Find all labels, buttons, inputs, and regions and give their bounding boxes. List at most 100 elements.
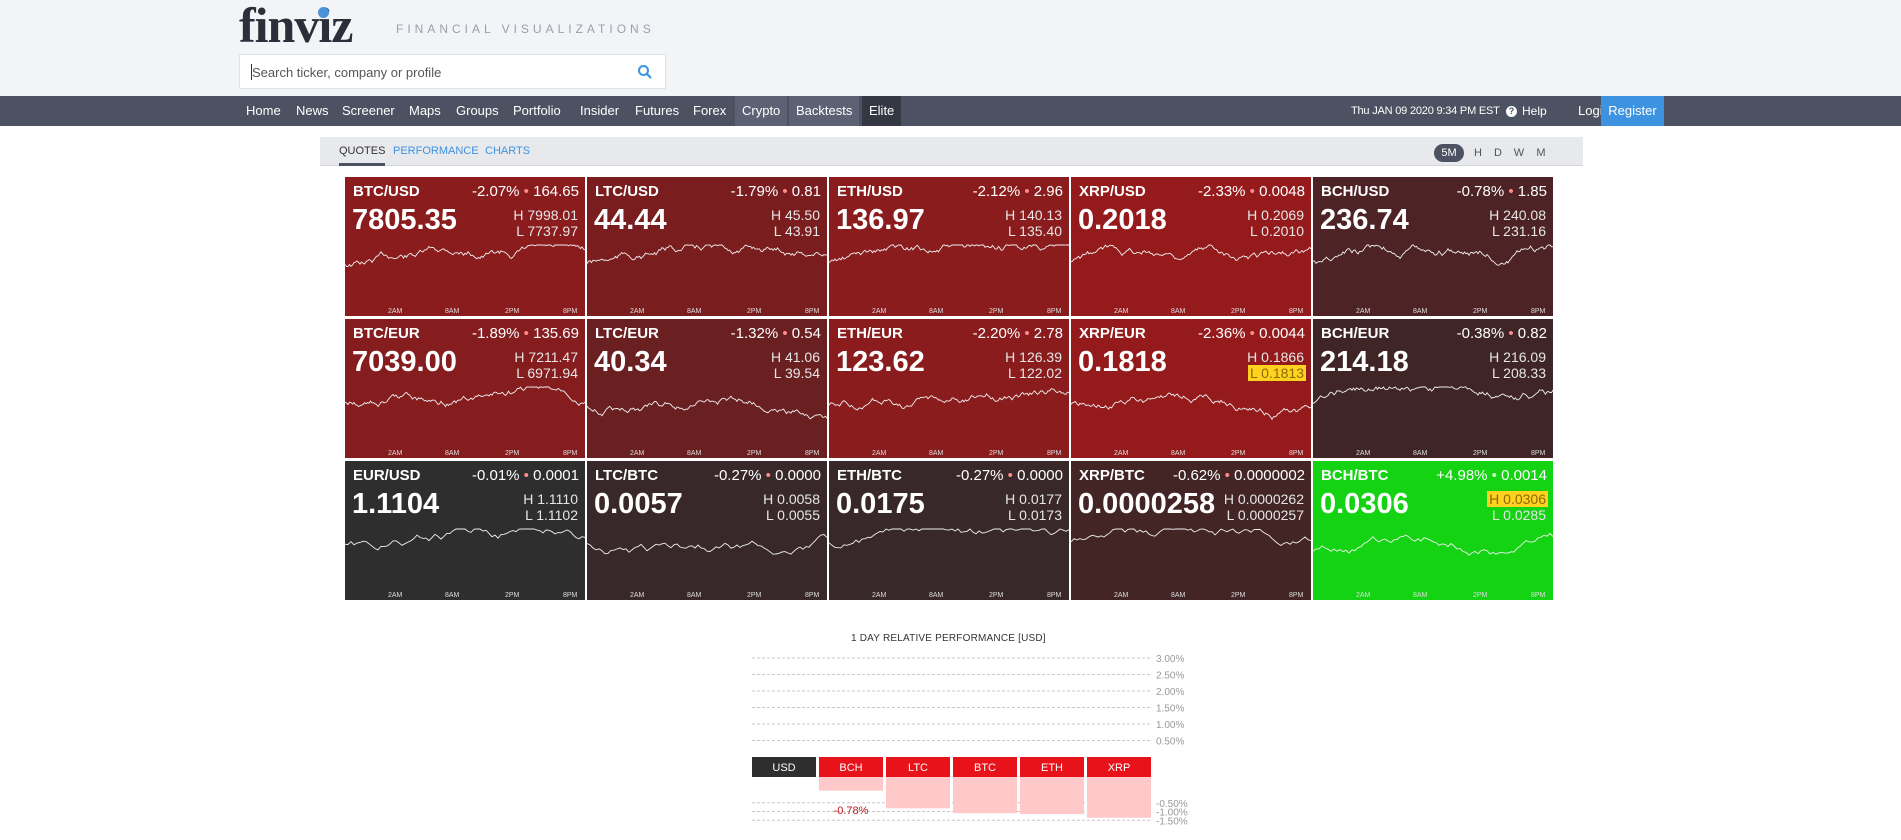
tile-time-tick: 2PM [505, 592, 520, 599]
tile-sparkline [587, 244, 827, 264]
category-header-cell [1020, 757, 1084, 777]
quote-tile[interactable]: LTC/EUR -1.32% • 0.54 40.34 H 41.06 L 39.54 2… [587, 319, 827, 458]
tile-change: -0.27% • 0.0000 [955, 467, 1063, 484]
y-tick-label: 1.00% [1156, 720, 1184, 731]
nav-maps[interactable]: Maps [409, 103, 441, 118]
quote-tile[interactable]: ETH/BTC -0.27% • 0.0000 0.0175 H 0.0177 L 0.… [829, 461, 1069, 600]
quote-tile[interactable]: BTC/USD -2.07% • 164.65 7805.35 H 7998.01 L … [345, 177, 585, 316]
tile-low: L 43.91 [773, 223, 820, 239]
tile-price: 136.97 [836, 204, 925, 236]
nav-elite[interactable]: Elite [862, 96, 902, 126]
tile-change: -0.01% • 0.0001 [471, 467, 579, 484]
quote-tile[interactable]: BCH/EUR -0.38% • 0.82 214.18 H 216.09 L 208.… [1313, 319, 1553, 458]
tile-sparkline [1071, 244, 1311, 263]
quote-tile[interactable]: ETH/EUR -2.20% • 2.78 123.62 H 126.39 L 122.… [829, 319, 1069, 458]
timeframe-5m[interactable]: 5M [1434, 144, 1464, 162]
tile-time-tick: 2AM [388, 450, 403, 457]
tile-time-tick: 2AM [872, 450, 887, 457]
nav-forex[interactable]: Forex [693, 103, 727, 118]
tile-time-tick: 8AM [687, 450, 702, 457]
nav-futures[interactable]: Futures [635, 103, 680, 118]
tile-time-tick: 2AM [630, 308, 645, 315]
nav-portfolio[interactable]: Portfolio [513, 103, 561, 118]
tile-low: L 0.1813 [1248, 365, 1306, 381]
tile-symbol: BCH/USD [1321, 183, 1390, 200]
tile-sparkline [1313, 244, 1553, 266]
tile-time-tick: 2AM [872, 308, 887, 315]
tab-performance[interactable]: PERFORMANCE [393, 145, 479, 157]
tile-high: H 7211.47 [514, 349, 578, 365]
tile-symbol: XRP/EUR [1079, 325, 1146, 342]
timeframe-m[interactable]: M [1536, 147, 1546, 159]
quote-tile[interactable]: XRP/EUR -2.36% • 0.0044 0.1818 H 0.1866 L 0.… [1071, 319, 1311, 458]
search-input[interactable]: Search ticker, company or profile [239, 54, 666, 89]
tile-time-tick: 2AM [1114, 450, 1129, 457]
tile-symbol: BCH/BTC [1321, 467, 1389, 484]
tile-change: -0.38% • 0.82 [1456, 325, 1547, 342]
tile-price: 214.18 [1320, 346, 1409, 378]
quote-tile[interactable]: EUR/USD -0.01% • 0.0001 1.1104 H 1.1110 L 1.… [345, 461, 585, 600]
quote-tile[interactable]: LTC/BTC -0.27% • 0.0000 0.0057 H 0.0058 L 0.… [587, 461, 827, 600]
sparkline-path [829, 388, 1069, 411]
tile-time-tick: 8PM [1531, 592, 1546, 599]
tile-change: -2.20% • 2.78 [972, 325, 1063, 342]
tile-time-tick: 2PM [989, 450, 1004, 457]
tile-high: H 0.0058 [763, 491, 820, 507]
tile-price: 0.0000258 [1078, 488, 1216, 520]
nav-screener[interactable]: Screener [342, 103, 395, 118]
tile-low: L 0.0000257 [1226, 507, 1304, 523]
tab-charts[interactable]: CHARTS [485, 145, 531, 157]
tile-time-tick: 8AM [687, 308, 702, 315]
tile-symbol: ETH/EUR [837, 325, 903, 342]
nav-crypto[interactable]: Crypto [735, 96, 788, 126]
tile-time-tick: 2AM [1356, 308, 1371, 315]
timeframe-d[interactable]: D [1494, 147, 1502, 159]
tile-low: L 7737.97 [516, 223, 578, 239]
sparkline-path [1071, 392, 1311, 421]
y-tick-label: 1.50% [1156, 704, 1184, 715]
quote-tile[interactable]: XRP/USD -2.33% • 0.0048 0.2018 H 0.2069 L 0.… [1071, 177, 1311, 316]
quote-tile[interactable]: BTC/EUR -1.89% • 135.69 7039.00 H 7211.47 L … [345, 319, 585, 458]
tile-time-tick: 2AM [388, 592, 403, 599]
header: finviz FINANCIAL VISUALIZATIONS Search t… [0, 0, 1901, 96]
quote-tile[interactable]: BCH/USD -0.78% • 1.85 236.74 H 240.08 L 231.… [1313, 177, 1553, 316]
search-icon[interactable] [637, 64, 653, 80]
category-label: XRP [1108, 762, 1131, 774]
quote-tile[interactable]: BCH/BTC +4.98% • 0.0014 0.0306 H 0.0306 L 0.… [1313, 461, 1553, 600]
nav-help[interactable]: Help [1522, 104, 1547, 118]
tab-quotes[interactable]: QUOTES [339, 137, 386, 166]
quote-tile[interactable]: ETH/USD -2.12% • 2.96 136.97 H 140.13 L 135.… [829, 177, 1069, 316]
tile-time-tick: 2AM [1114, 592, 1129, 599]
bar-data-label: -0.78% [834, 805, 869, 817]
tile-high: H 140.13 [1005, 207, 1062, 223]
finviz-logo[interactable]: finviz [239, 0, 353, 53]
performance-bar [953, 777, 1017, 814]
tile-time-tick: 2AM [1356, 450, 1371, 457]
tile-sparkline [587, 534, 827, 555]
nav-home[interactable]: Home [246, 103, 281, 118]
sub-tabs: QUOTES PERFORMANCE CHARTS 5M H D W M [320, 137, 1583, 166]
timeframe-w[interactable]: W [1513, 147, 1525, 159]
y-tick-label: -1.00% [1156, 808, 1188, 819]
tile-symbol: LTC/EUR [595, 325, 659, 342]
tile-time-tick: 8AM [1413, 450, 1428, 457]
nav-groups[interactable]: Groups [456, 103, 499, 118]
tile-high: H 216.09 [1489, 349, 1546, 365]
quote-tile[interactable]: LTC/USD -1.79% • 0.81 44.44 H 45.50 L 43.91 2… [587, 177, 827, 316]
nav-insider[interactable]: Insider [580, 103, 620, 118]
tile-time-tick: 2PM [989, 592, 1004, 599]
nav-news[interactable]: News [296, 103, 329, 118]
sparkline-path [345, 528, 585, 551]
performance-bar [1020, 777, 1084, 815]
timeframe-h[interactable]: H [1474, 147, 1482, 159]
tile-high: H 0.0000262 [1223, 491, 1304, 507]
quote-tile[interactable]: XRP/BTC -0.62% • 0.0000002 0.0000258 H 0.00… [1071, 461, 1311, 600]
tile-sparkline [587, 395, 827, 420]
help-icon[interactable]: ? [1506, 106, 1517, 117]
nav-backtests[interactable]: Backtests [789, 96, 860, 126]
tile-symbol: BTC/EUR [353, 325, 420, 342]
register-button[interactable]: Register [1601, 96, 1664, 126]
tagline: FINANCIAL VISUALIZATIONS [396, 22, 655, 36]
tile-time-tick: 2PM [989, 308, 1004, 315]
sparkline-path [1071, 528, 1311, 547]
